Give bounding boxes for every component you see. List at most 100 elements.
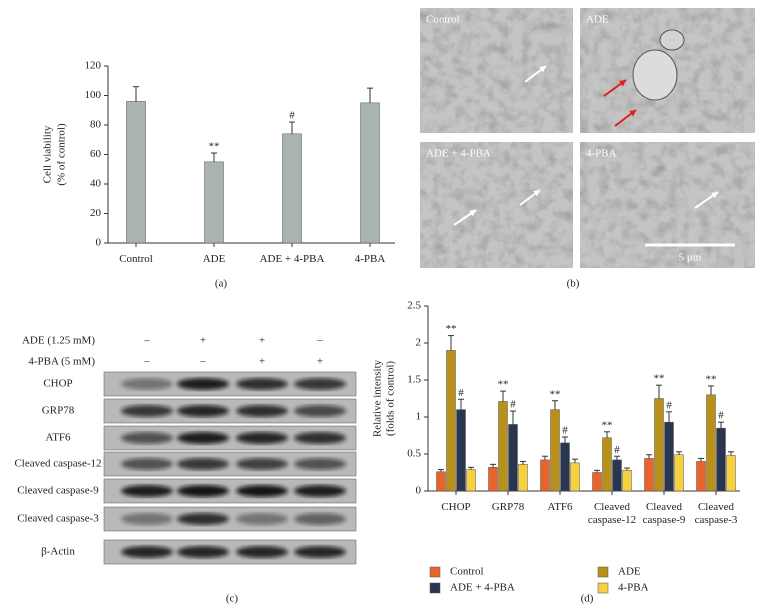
y-tick-label: 80 xyxy=(90,119,102,131)
arrow-head xyxy=(619,80,626,87)
arrow-head xyxy=(469,210,476,217)
blot-band xyxy=(236,513,288,525)
arrow-head xyxy=(539,66,546,73)
legend-label: 4-PBA xyxy=(618,582,649,594)
bar xyxy=(622,470,632,492)
blot-band xyxy=(177,458,229,470)
y-tick-label: 100 xyxy=(85,89,102,101)
significance-mark: # xyxy=(718,410,724,422)
bar xyxy=(446,350,456,492)
bar xyxy=(602,437,612,492)
blot-band xyxy=(236,546,288,558)
y-tick-label: 60 xyxy=(90,148,102,160)
treatment-sign: + xyxy=(200,335,206,347)
legend-swatch xyxy=(597,582,609,594)
significance-mark: # xyxy=(289,110,295,122)
blot-row-label: Cleaved caspase-12 xyxy=(14,458,101,470)
y-tick-label: 1 xyxy=(416,411,422,423)
significance-mark: ** xyxy=(209,141,220,153)
legend-label: ADE xyxy=(618,566,641,578)
bar xyxy=(716,427,726,492)
blot-row-label: β-Actin xyxy=(41,546,75,558)
y-tick-label: 40 xyxy=(90,178,102,190)
significance-mark: # xyxy=(458,387,464,399)
bar xyxy=(488,467,498,492)
blot-band xyxy=(294,546,346,558)
bar xyxy=(204,161,224,244)
blot-band xyxy=(177,513,229,525)
y-axis-label: (% of control) xyxy=(56,123,68,186)
y-tick-label: 2 xyxy=(416,337,422,349)
arrow-head xyxy=(711,192,718,199)
micrograph xyxy=(420,142,573,268)
blot-row-label: ATF6 xyxy=(45,432,71,444)
significance-mark: ** xyxy=(550,388,561,400)
treatment-sign: – xyxy=(316,335,323,347)
bar xyxy=(570,462,580,492)
bar xyxy=(654,398,664,492)
treatment-sign: – xyxy=(143,335,150,347)
bar xyxy=(508,424,518,492)
blot-band xyxy=(236,405,288,417)
bar xyxy=(696,461,706,492)
panel-label: (d) xyxy=(581,593,594,605)
y-tick-label: 2.5 xyxy=(407,300,421,312)
bar xyxy=(126,101,146,244)
bar xyxy=(644,458,654,492)
y-tick-label: 0.5 xyxy=(407,448,421,460)
blot-band xyxy=(177,546,229,558)
scale-bar-label: 5 μm xyxy=(679,252,702,264)
blot-band xyxy=(121,485,173,497)
significance-mark: # xyxy=(562,425,568,437)
legend-label: ADE + 4-PBA xyxy=(450,582,515,594)
bar xyxy=(706,394,716,492)
blot-band xyxy=(236,458,288,470)
blot-band xyxy=(121,378,173,390)
y-tick-label: 120 xyxy=(85,60,102,72)
significance-mark: ** xyxy=(654,373,665,385)
y-tick-label: 0 xyxy=(96,237,102,249)
blot-band xyxy=(294,458,346,470)
legend-swatch xyxy=(429,566,441,578)
blot-band xyxy=(236,432,288,444)
y-tick-label: 20 xyxy=(90,207,102,219)
treatment-label: ADE (1.25 mM) xyxy=(22,335,95,347)
y-axis-label: Relative intensity xyxy=(372,359,384,437)
blot-row-label: Cleaved caspase-9 xyxy=(17,485,99,497)
x-tick-label: ADE xyxy=(202,253,226,265)
arrow-head xyxy=(629,110,636,117)
blot-band xyxy=(121,513,173,525)
x-tick-label: ADE + 4-PBA xyxy=(259,253,325,265)
blot-band xyxy=(294,485,346,497)
vacuole xyxy=(632,49,678,101)
significance-mark: # xyxy=(614,444,620,456)
bar xyxy=(664,421,674,492)
blot-band xyxy=(121,458,173,470)
blot-row-label: GRP78 xyxy=(42,405,75,417)
blot-band xyxy=(294,432,346,444)
blot-band xyxy=(121,405,173,417)
blot-band xyxy=(236,378,288,390)
vacuole xyxy=(659,29,685,51)
significance-mark: # xyxy=(666,399,672,411)
treatment-sign: – xyxy=(143,356,150,368)
micrograph-label: 4-PBA xyxy=(586,148,617,160)
bar xyxy=(560,442,570,492)
micrograph xyxy=(580,142,755,268)
blot-band xyxy=(177,378,229,390)
legend-swatch xyxy=(597,566,609,578)
y-axis-label: (folds of control) xyxy=(385,361,397,436)
blot-row-label: CHOP xyxy=(43,378,72,390)
x-tick-label: 4-PBA xyxy=(354,253,386,265)
blot-band xyxy=(121,546,173,558)
y-tick-label: 0 xyxy=(416,485,422,497)
x-tick-label: Cleaved caspase-3 xyxy=(694,501,738,526)
micrograph-label: Control xyxy=(426,14,460,26)
legend-label: Control xyxy=(450,566,484,578)
blot-band xyxy=(294,405,346,417)
blot-band xyxy=(294,378,346,390)
bar xyxy=(674,454,684,492)
bar xyxy=(540,459,550,492)
x-tick-label: Cleaved caspase-12 xyxy=(587,501,637,526)
